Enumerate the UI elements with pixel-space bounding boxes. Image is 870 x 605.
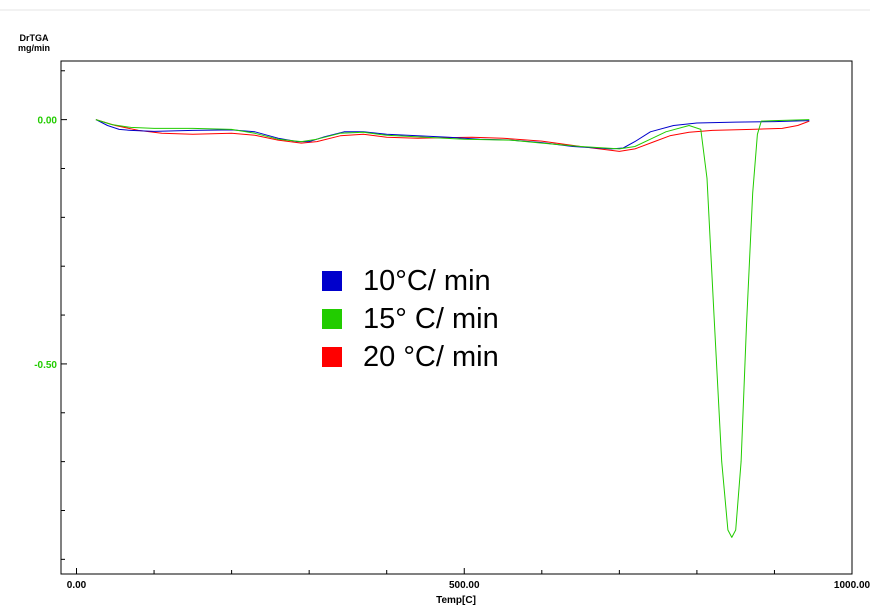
- legend-item-10: 10°C/ min: [322, 262, 499, 300]
- y-axis-label: DrTGA mg/min: [14, 33, 54, 53]
- series-line-0: [95, 119, 810, 150]
- y-axis-label-line1: DrTGA: [19, 33, 49, 43]
- axis-tick-labels: 0.00 500.00 1000.00 0.00 -0.50: [34, 116, 870, 591]
- legend-swatch-15: [322, 309, 342, 329]
- legend-item-15: 15° C/ min: [322, 300, 499, 338]
- plot-area: [60, 60, 853, 575]
- x-tick-label: 0.00: [67, 580, 87, 591]
- series-line-1: [95, 119, 810, 538]
- y-tick-label: 0.00: [38, 116, 58, 127]
- x-tick-label: 500.00: [449, 580, 480, 591]
- legend-swatch-10: [322, 271, 342, 291]
- legend: 10°C/ min 15° C/ min 20 °C/ min: [322, 262, 499, 376]
- legend-label-20: 20 °C/ min: [363, 340, 499, 373]
- legend-item-20: 20 °C/ min: [322, 338, 499, 376]
- legend-label-15: 15° C/ min: [363, 302, 499, 335]
- series-layer: [95, 119, 810, 538]
- y-tick-label: -0.50: [34, 360, 57, 371]
- x-tick-label: 1000.00: [834, 580, 870, 591]
- legend-swatch-20: [322, 347, 342, 367]
- legend-label-10: 10°C/ min: [363, 264, 491, 297]
- axis-ticks: [61, 70, 853, 574]
- x-axis-label: Temp[C]: [436, 595, 476, 605]
- y-axis-label-line2: mg/min: [17, 43, 50, 53]
